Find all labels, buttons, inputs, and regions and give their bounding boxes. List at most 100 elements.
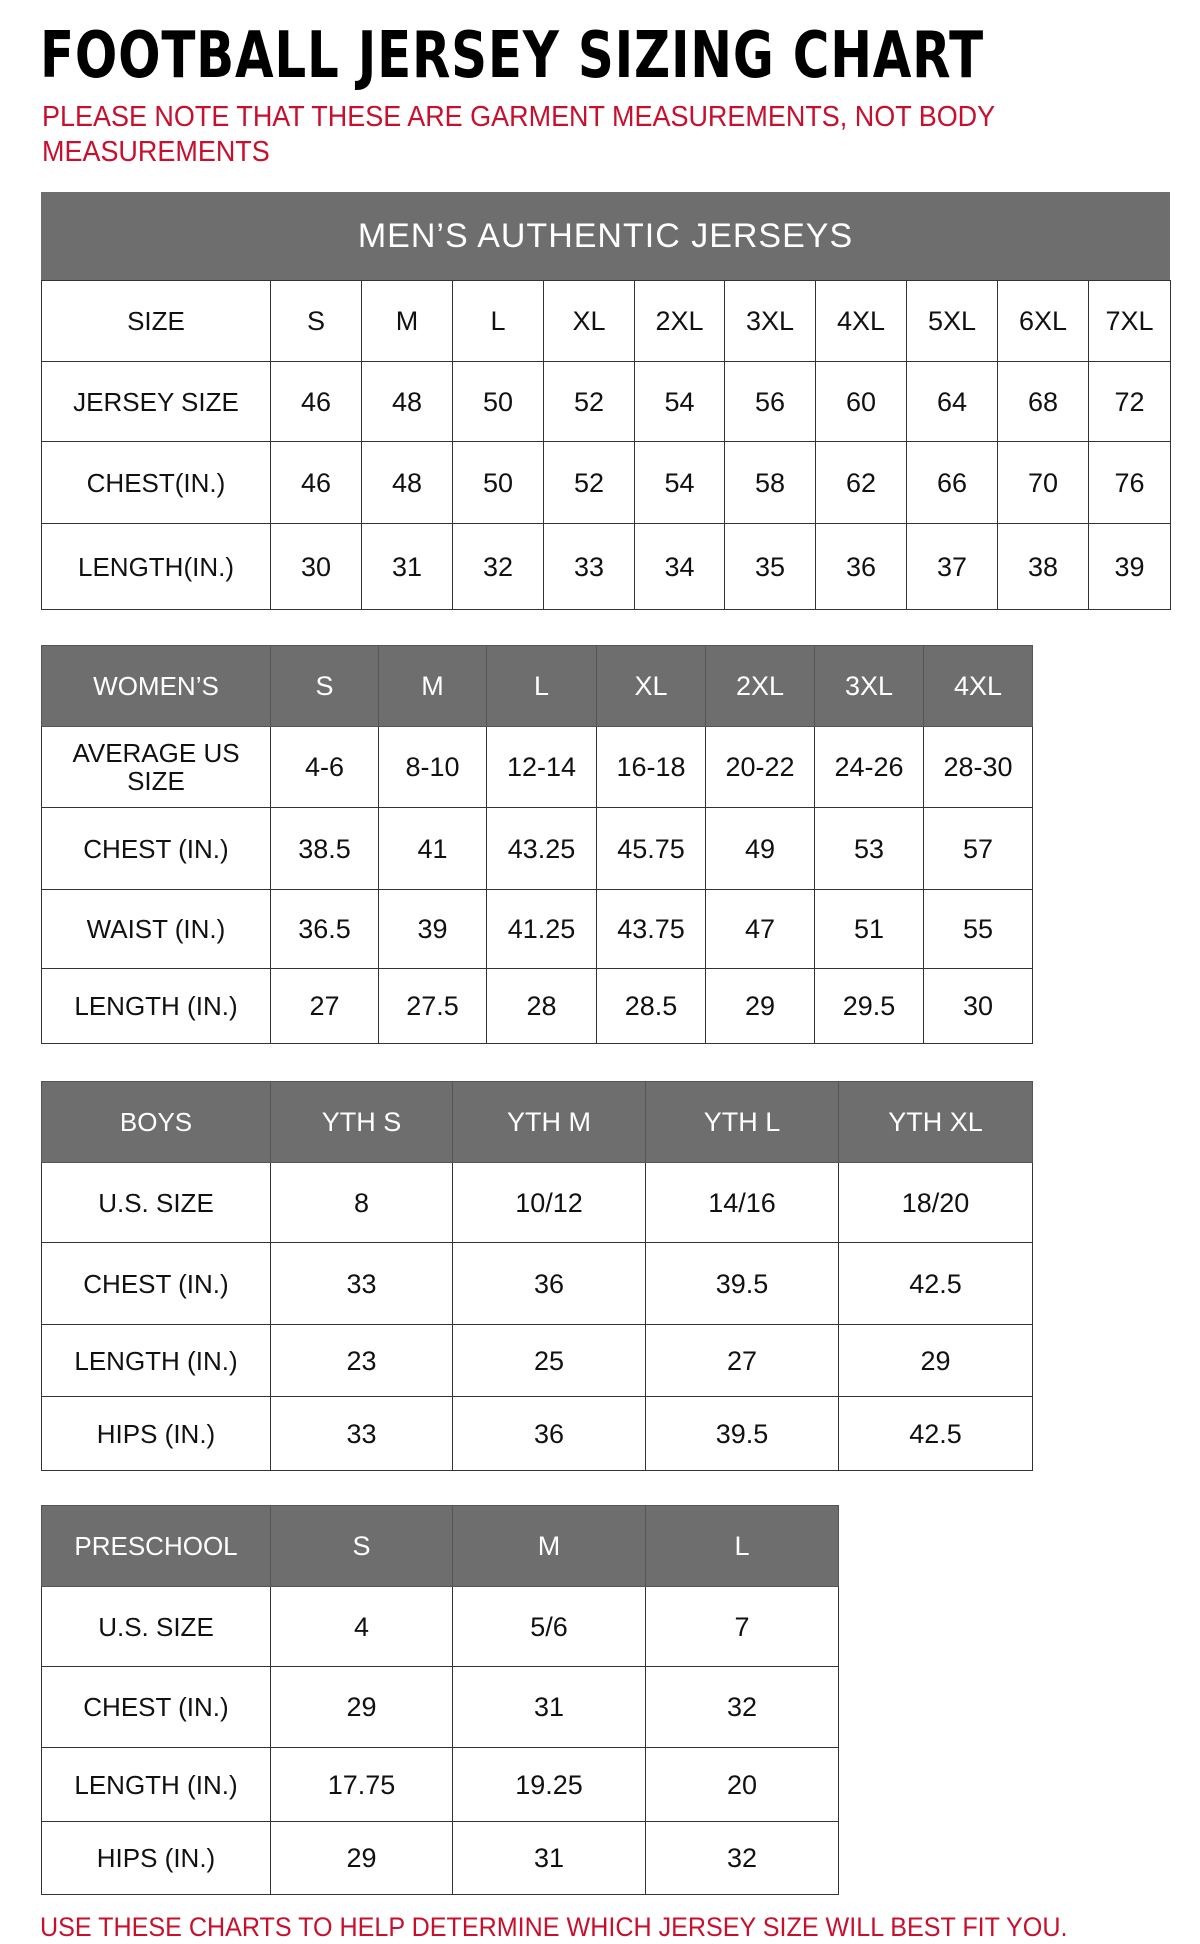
row-label: LENGTH (IN.) — [41, 968, 271, 1044]
row-label: U.S. SIZE — [41, 1162, 271, 1243]
table-row: CHEST(IN.) 46 48 50 52 54 58 62 66 70 76 — [41, 441, 1171, 524]
table-cell: 57 — [923, 807, 1033, 890]
table-cell: 14/16 — [645, 1162, 839, 1243]
table-cell: 27 — [645, 1324, 839, 1397]
table-cell: 2XL — [634, 280, 725, 362]
table-cell: 30 — [923, 968, 1033, 1044]
table-cell: 8 — [270, 1162, 453, 1243]
table-row: CHEST (IN.) 33 36 39.5 42.5 — [41, 1242, 1033, 1325]
table-cell: 39 — [378, 889, 487, 969]
table-cell: 5/6 — [452, 1586, 646, 1667]
table-cell: 8-10 — [378, 726, 487, 808]
table-cell: 38 — [997, 523, 1089, 610]
footer-note: USE THESE CHARTS TO HELP DETERMINE WHICH… — [40, 1912, 1068, 1942]
table-cell: 3XL — [724, 280, 816, 362]
table-cell: XL — [596, 645, 706, 727]
table-row: CHEST (IN.) 29 31 32 — [41, 1666, 839, 1748]
table-cell: 56 — [724, 361, 816, 442]
table-row: LENGTH (IN.) 17.75 19.25 20 — [41, 1747, 839, 1822]
table-cell: 17.75 — [270, 1747, 453, 1822]
table-row: HIPS (IN.) 29 31 32 — [41, 1821, 839, 1895]
table-row: LENGTH (IN.) 27 27.5 28 28.5 29 29.5 30 — [41, 968, 1033, 1044]
row-label: HIPS (IN.) — [41, 1396, 271, 1471]
table-cell: 68 — [997, 361, 1089, 442]
table-cell: L — [486, 645, 597, 727]
table-cell: 33 — [543, 523, 635, 610]
header-row: WOMEN’S S M L XL 2XL 3XL 4XL — [41, 645, 1033, 727]
table-cell: 47 — [705, 889, 815, 969]
row-label: CHEST (IN.) — [41, 807, 271, 890]
table-cell: 24-26 — [814, 726, 924, 808]
table-cell: 2XL — [705, 645, 815, 727]
table-row: SIZE S M L XL 2XL 3XL 4XL 5XL 6XL 7XL — [41, 280, 1171, 362]
table-cell: 62 — [815, 441, 907, 524]
row-label: LENGTH (IN.) — [41, 1747, 271, 1822]
table-cell: 35 — [724, 523, 816, 610]
table-cell: 29 — [705, 968, 815, 1044]
row-label: HIPS (IN.) — [41, 1821, 271, 1895]
table-cell: 3XL — [814, 645, 924, 727]
table-cell: 42.5 — [838, 1242, 1033, 1325]
table-cell: 27.5 — [378, 968, 487, 1044]
table-row: U.S. SIZE 8 10/12 14/16 18/20 — [41, 1162, 1033, 1243]
table-cell: 29 — [838, 1324, 1033, 1397]
table-cell: 20-22 — [705, 726, 815, 808]
table-cell: 43.75 — [596, 889, 706, 969]
row-label: LENGTH(IN.) — [41, 523, 271, 610]
table-cell: 46 — [270, 361, 362, 442]
table-row: AVERAGE US SIZE 4-6 8-10 12-14 16-18 20-22 24-… — [41, 726, 1033, 808]
table-cell: 29 — [270, 1666, 453, 1748]
table-cell: 76 — [1088, 441, 1171, 524]
table-cell: 60 — [815, 361, 907, 442]
table-cell: 53 — [814, 807, 924, 890]
table-cell: 4XL — [923, 645, 1033, 727]
table-cell: 36 — [815, 523, 907, 610]
table-cell: 52 — [543, 361, 635, 442]
table-cell: 10/12 — [452, 1162, 646, 1243]
table-cell: 49 — [705, 807, 815, 890]
row-label: AVERAGE US SIZE — [41, 726, 271, 808]
table-cell: 34 — [634, 523, 725, 610]
table-cell: YTH L — [645, 1081, 839, 1163]
table-row: HIPS (IN.) 33 36 39.5 42.5 — [41, 1396, 1033, 1471]
table-cell: L — [645, 1505, 839, 1587]
row-label: WOMEN’S — [41, 645, 271, 727]
table-cell: 66 — [906, 441, 998, 524]
table-cell: 32 — [645, 1821, 839, 1895]
table-cell: 58 — [724, 441, 816, 524]
table-cell: 64 — [906, 361, 998, 442]
table-cell: 28-30 — [923, 726, 1033, 808]
table-cell: 31 — [361, 523, 453, 610]
table-cell: 36 — [452, 1396, 646, 1471]
table-cell: 50 — [452, 361, 544, 442]
row-label: LENGTH (IN.) — [41, 1324, 271, 1397]
mens-table-title: MEN’S AUTHENTIC JERSEYS — [41, 192, 1170, 280]
table-cell: 42.5 — [838, 1396, 1033, 1471]
table-cell: 54 — [634, 361, 725, 442]
table-cell: 48 — [361, 441, 453, 524]
table-row: WAIST (IN.) 36.5 39 41.25 43.75 47 51 55 — [41, 889, 1033, 969]
table-cell: 18/20 — [838, 1162, 1033, 1243]
table-cell: 4XL — [815, 280, 907, 362]
table-cell: 4 — [270, 1586, 453, 1667]
table-cell: 25 — [452, 1324, 646, 1397]
table-cell: 32 — [452, 523, 544, 610]
table-cell: XL — [543, 280, 635, 362]
table-cell: S — [270, 280, 362, 362]
table-cell: 70 — [997, 441, 1089, 524]
table-cell: YTH S — [270, 1081, 453, 1163]
table-cell: 54 — [634, 441, 725, 524]
table-cell: 72 — [1088, 361, 1171, 442]
womens-size-table: WOMEN’S S M L XL 2XL 3XL 4XL AVERAGE US SIZE 4-6 8… — [41, 645, 1033, 1044]
row-label: JERSEY SIZE — [41, 361, 271, 442]
table-cell: 28.5 — [596, 968, 706, 1044]
mens-size-table: SIZE S M L XL 2XL 3XL 4XL 5XL 6XL 7XL JERSEY SIZE 46… — [41, 280, 1171, 610]
table-cell: 7 — [645, 1586, 839, 1667]
table-cell: 39.5 — [645, 1396, 839, 1471]
page-title: FOOTBALL JERSEY SIZING CHART — [40, 19, 984, 93]
boys-size-table: BOYS YTH S YTH M YTH L YTH XL U.S. SIZE 8 10/12… — [41, 1081, 1033, 1471]
table-row: LENGTH(IN.) 30 31 32 33 34 35 36 37 38 39 — [41, 523, 1171, 610]
table-cell: 48 — [361, 361, 453, 442]
table-cell: M — [452, 1505, 646, 1587]
table-cell: 55 — [923, 889, 1033, 969]
